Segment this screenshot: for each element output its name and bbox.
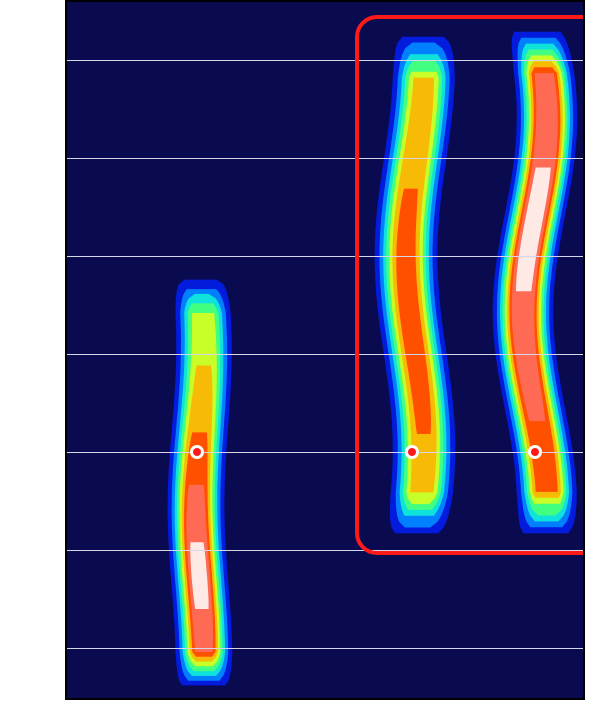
figure-stage — [0, 0, 610, 706]
highlight-box — [355, 15, 585, 555]
marker-dot — [193, 448, 201, 456]
plot-area — [65, 0, 585, 700]
